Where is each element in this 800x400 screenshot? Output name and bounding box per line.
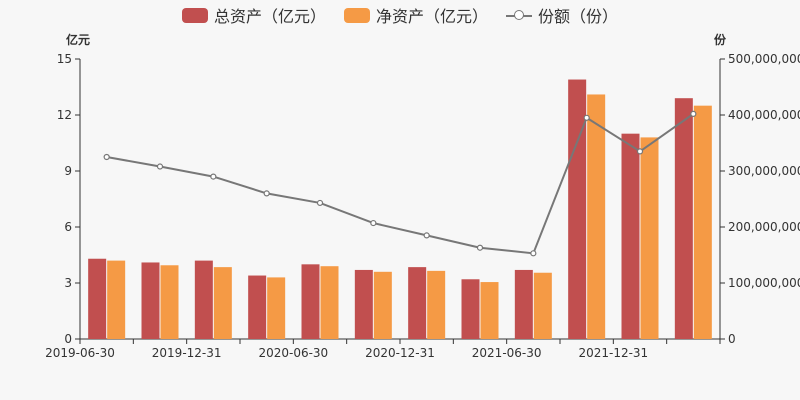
bar-net-assets (640, 137, 659, 339)
legend-label-shares: 份额（份） (538, 7, 619, 26)
shares-point (423, 232, 430, 239)
bar-total-assets (621, 133, 640, 339)
x-tick-label: 2021-12-31 (578, 346, 648, 360)
left-tick-label: 12 (57, 108, 72, 122)
legend-swatch-total-assets (181, 7, 208, 23)
left-tick-label: 0 (64, 332, 72, 346)
bar-net-assets (693, 105, 712, 340)
bar-net-assets (533, 272, 552, 339)
legend-swatch-shares (506, 8, 532, 23)
bar-total-assets (194, 260, 213, 339)
left-tick-label: 15 (57, 52, 72, 66)
bar-total-assets (674, 98, 693, 339)
legend-label-net-assets: 净资产（亿元） (375, 7, 488, 26)
shares-point (690, 110, 697, 117)
shares-point (263, 190, 270, 197)
shares-point (476, 244, 484, 251)
bar-total-assets (514, 269, 533, 339)
legend-item-net-assets[interactable]: 净资产（亿元） (343, 3, 488, 27)
x-tick-label: 2020-12-31 (365, 346, 435, 360)
shares-point (103, 153, 110, 161)
shares-point (156, 163, 164, 170)
shares-point (583, 114, 590, 121)
shares-point (636, 148, 644, 155)
shares-line (106, 113, 694, 255)
legend-item-shares[interactable]: 份额（份） (506, 3, 618, 27)
bar-total-assets (568, 79, 587, 340)
bar-net-assets (320, 266, 339, 339)
right-tick-label: 0 (728, 332, 736, 346)
shares-point (530, 250, 537, 257)
shares-point (370, 219, 377, 227)
left-tick-label: 6 (64, 220, 72, 234)
x-tick-label: 2021-06-30 (472, 346, 542, 360)
right-tick-label: 500,000,000 (728, 52, 800, 66)
right-tick-label: 100,000,000 (728, 276, 800, 290)
bar-total-assets (354, 269, 373, 339)
legend: 总资产（亿元） 净资产（亿元） 份额（份） (0, 3, 800, 27)
x-tick-label: 2019-12-31 (152, 346, 222, 360)
bar-total-assets (88, 258, 107, 339)
bar-total-assets (461, 279, 480, 339)
bar-total-assets (301, 264, 320, 339)
bar-total-assets (408, 267, 427, 339)
bar-net-assets (213, 267, 232, 339)
bar-net-assets (267, 277, 286, 339)
left-axis-unit: 亿元 (66, 33, 91, 47)
left-tick-label: 9 (64, 164, 72, 178)
legend-swatch-net-assets (343, 7, 370, 23)
bar-net-assets (587, 94, 606, 339)
right-tick-label: 200,000,000 (728, 220, 800, 234)
bar-total-assets (248, 275, 267, 339)
x-tick-label: 2020-06-30 (258, 346, 328, 360)
bar-net-assets (373, 271, 392, 339)
shares-point (316, 199, 324, 207)
right-axis-unit: 份 (714, 33, 727, 47)
legend-label-total-assets: 总资产（亿元） (213, 7, 326, 26)
left-tick-label: 3 (64, 276, 72, 290)
right-tick-label: 400,000,000 (728, 108, 800, 122)
bar-net-assets (427, 270, 446, 339)
bar-net-assets (160, 265, 179, 339)
bar-total-assets (141, 262, 160, 339)
bar-net-assets (480, 282, 499, 339)
bar-net-assets (107, 260, 126, 339)
shares-point (210, 173, 217, 180)
right-tick-label: 300,000,000 (728, 164, 800, 178)
legend-item-total-assets[interactable]: 总资产（亿元） (181, 3, 326, 27)
x-tick-label: 2019-06-30 (45, 346, 115, 360)
